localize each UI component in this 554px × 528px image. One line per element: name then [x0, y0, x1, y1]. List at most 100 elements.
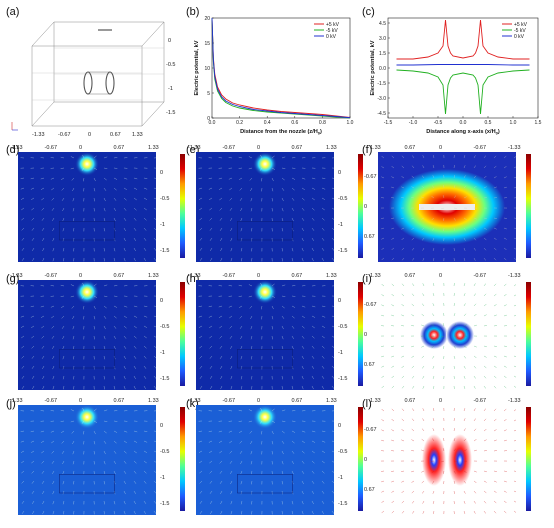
field-arrow — [73, 500, 75, 505]
field-arrow — [93, 460, 95, 465]
field-arrow — [483, 345, 487, 348]
field-arrow — [209, 450, 213, 453]
field-arrow — [113, 460, 116, 464]
field-arrow — [21, 480, 25, 484]
field-arrow — [411, 500, 415, 504]
field-arrow — [240, 490, 243, 495]
field-arrow — [31, 345, 35, 349]
field-arrow — [143, 500, 147, 504]
field-arrow — [113, 207, 116, 211]
field-arrow — [433, 155, 435, 159]
field-arrow — [411, 314, 415, 317]
field-arrow — [411, 197, 415, 199]
y-tick-label: -1.5 — [377, 81, 386, 87]
field-arrow — [93, 430, 96, 435]
field-arrow — [483, 227, 487, 230]
field-arrow — [401, 257, 405, 261]
field-arrow — [103, 167, 108, 169]
field-arrow — [431, 470, 435, 474]
y-tick-label: 0 — [364, 204, 368, 210]
field-arrow — [421, 175, 425, 179]
x-tick-label: 0.5 — [485, 120, 492, 126]
field-arrow — [453, 227, 456, 231]
field-hotspot — [448, 434, 472, 486]
field-arrow — [321, 197, 326, 200]
svg-text:0: 0 — [168, 38, 171, 44]
field-arrow — [503, 155, 507, 159]
field-arrow — [30, 177, 35, 180]
field-arrow — [199, 247, 203, 251]
field-arrow — [143, 365, 147, 369]
y-tick-label: -4.5 — [377, 111, 386, 117]
legend-entry: -5 kV — [514, 28, 526, 34]
field-arrow — [60, 156, 65, 159]
field-arrow — [83, 430, 85, 435]
field-arrow — [240, 375, 243, 380]
field-arrow — [513, 409, 516, 412]
field-arrow — [250, 460, 253, 465]
field-arrow — [153, 187, 156, 189]
field-arrow — [113, 247, 116, 252]
field-arrow — [248, 156, 253, 159]
field-arrow — [229, 450, 233, 454]
field-arrow — [401, 355, 405, 358]
field-arrow — [421, 480, 425, 484]
field-arrow — [208, 305, 213, 308]
field-arrow — [311, 257, 314, 262]
y-tick-label: 0 — [364, 457, 368, 463]
y-tick-label: -0.5 — [160, 196, 170, 202]
field-arrow — [21, 207, 25, 211]
field-arrow — [73, 237, 75, 242]
field-arrow — [463, 217, 467, 220]
colorbar — [526, 154, 531, 258]
field-arrow — [218, 440, 223, 443]
y-tick-label: -1.5 — [160, 248, 170, 254]
x-tick-label: -1.33 — [10, 273, 23, 279]
field-arrow — [331, 385, 334, 389]
x-tick-label: 0.67 — [113, 145, 125, 151]
field-arrow — [301, 375, 304, 380]
field-arrow — [463, 480, 467, 484]
field-arrow — [250, 325, 253, 330]
field-arrow — [291, 430, 296, 433]
x-tick-label: 1.0 — [510, 120, 517, 126]
field-arrow — [411, 303, 415, 307]
field-arrow — [321, 440, 326, 443]
field-arrow — [63, 510, 65, 515]
field-arrow — [453, 355, 456, 359]
field-arrow — [321, 177, 326, 179]
field-arrow — [483, 217, 487, 220]
field-arrow — [21, 227, 25, 231]
field-arrow — [291, 335, 294, 339]
field-arrow — [208, 177, 213, 180]
field-arrow — [52, 480, 55, 485]
field-arrow — [381, 166, 385, 169]
panel-label-j: (j) — [6, 398, 16, 410]
field-arrow — [103, 365, 105, 370]
field-arrow — [103, 420, 108, 422]
y-tick-label: -1 — [338, 350, 343, 356]
field-arrow — [381, 176, 385, 179]
field-arrow — [483, 408, 486, 412]
field-arrow — [123, 285, 128, 287]
field-arrow — [442, 448, 445, 452]
field-arrow — [199, 217, 203, 221]
field-arrow — [271, 408, 275, 412]
x-tick-label: 0 — [79, 398, 83, 404]
field-arrow — [133, 257, 136, 262]
field-arrow — [259, 295, 263, 299]
x-tick-label: -0.67 — [222, 273, 236, 279]
field-arrow — [391, 480, 395, 483]
field-arrow — [93, 335, 95, 340]
field-arrow — [31, 325, 35, 328]
field-arrow — [391, 385, 395, 389]
field-arrow — [281, 325, 284, 330]
y-tick-label: 15 — [204, 41, 210, 47]
field-arrow — [72, 450, 75, 455]
field-arrow — [311, 460, 315, 464]
field-arrow — [381, 439, 385, 442]
field-arrow — [473, 165, 476, 169]
field-arrow — [331, 460, 334, 463]
field-arrow — [83, 305, 85, 310]
field-arrow — [493, 385, 497, 389]
